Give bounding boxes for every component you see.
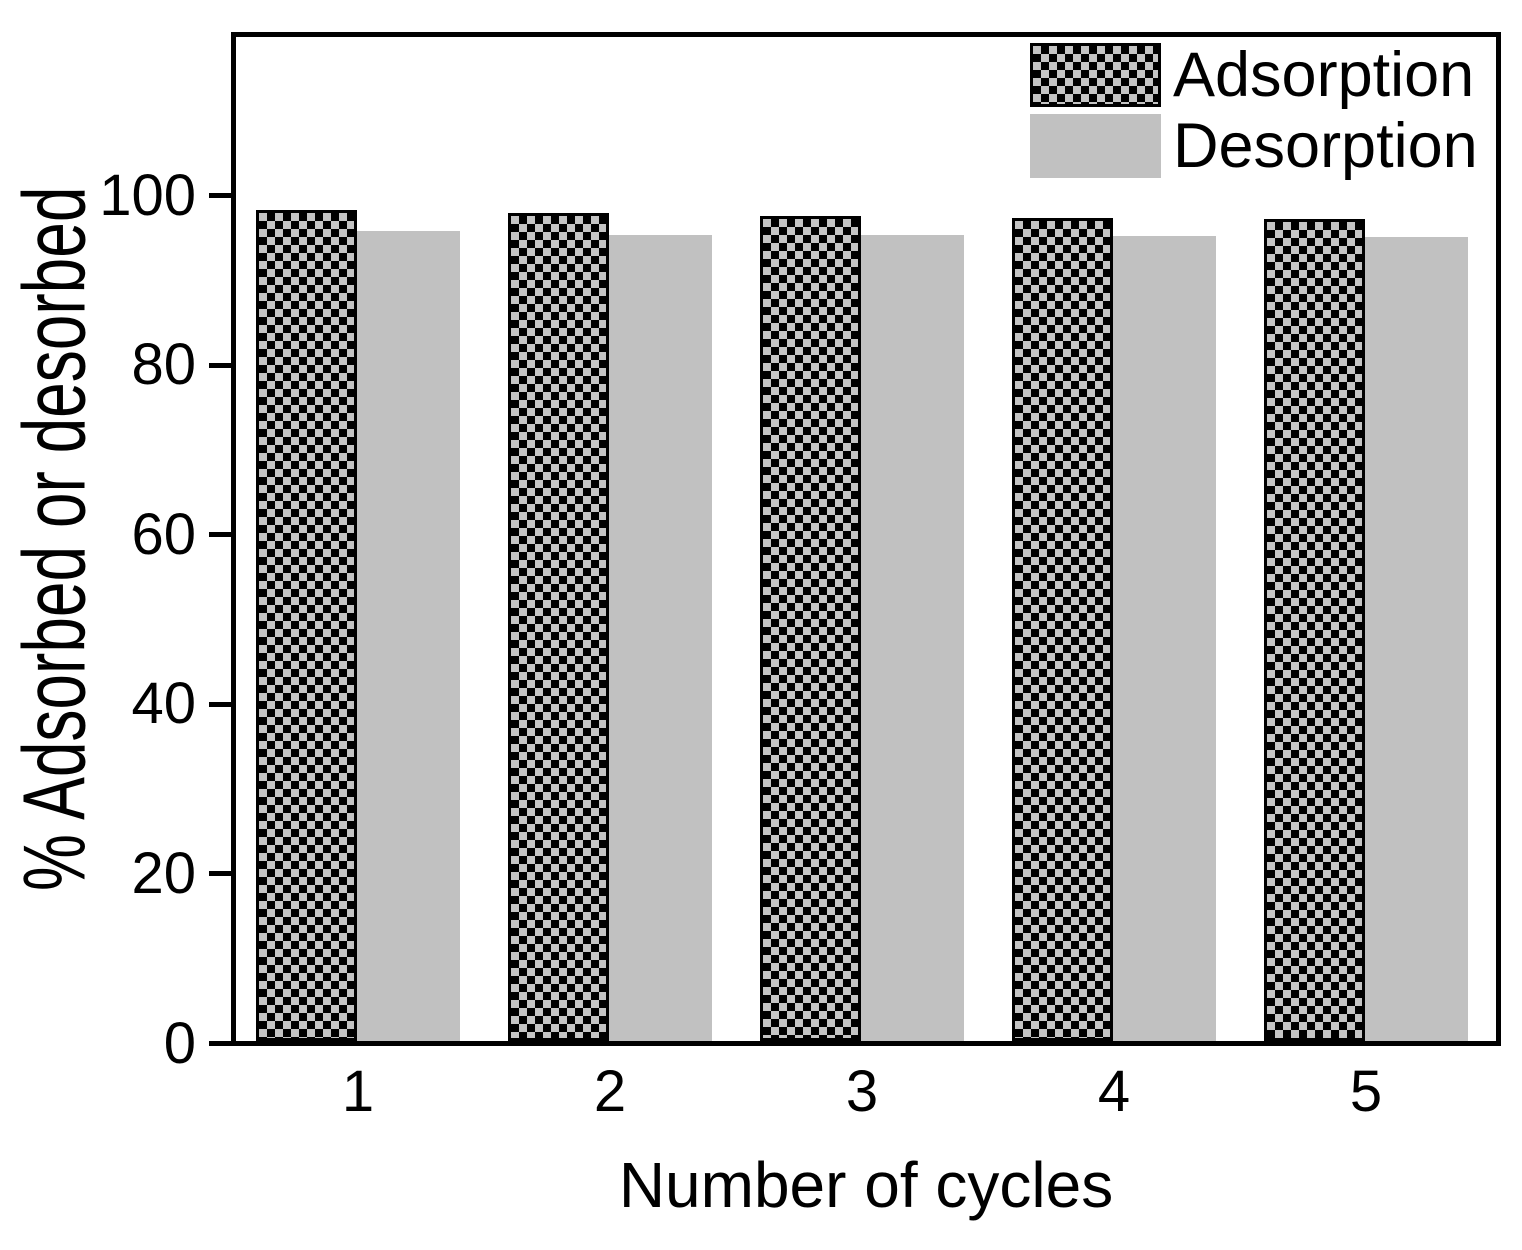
desorption-bar-cycle-4	[1113, 236, 1216, 1041]
legend-row-desorption: Desorption	[1030, 114, 1478, 178]
x-axis-title: Number of cycles	[618, 1149, 1114, 1221]
plot-area	[231, 32, 1501, 1046]
y-tick-100	[209, 193, 232, 198]
legend-swatch-desorption	[1030, 114, 1161, 178]
y-tick-label-0: 0	[163, 1011, 196, 1076]
bar-group-cycle-3	[740, 37, 992, 1041]
x-tick-label-3: 3	[845, 1059, 879, 1124]
adsorption-bar-cycle-5	[1264, 219, 1365, 1041]
y-tick-label-20: 20	[131, 841, 196, 906]
x-tick-label-1: 1	[341, 1059, 375, 1124]
adsorption-bar-cycle-1	[256, 210, 357, 1041]
x-tick-label-4: 4	[1097, 1059, 1131, 1124]
bar-group-cycle-4	[992, 37, 1244, 1041]
y-tick-80	[209, 363, 232, 368]
y-tick-0	[209, 1041, 232, 1046]
legend-label-desorption: Desorption	[1173, 111, 1478, 181]
desorption-bar-cycle-2	[609, 235, 712, 1041]
adsorption-bar-cycle-2	[508, 213, 609, 1041]
legend-swatch-adsorption	[1030, 43, 1161, 107]
y-tick-label-40: 40	[131, 671, 196, 736]
y-tick-label-60: 60	[131, 502, 196, 567]
y-tick-40	[209, 702, 232, 707]
y-tick-20	[209, 871, 232, 876]
legend: Adsorption Desorption	[1030, 43, 1478, 185]
bar-group-cycle-1	[236, 37, 488, 1041]
y-tick-label-100: 100	[99, 163, 196, 228]
x-tick-label-5: 5	[1349, 1059, 1383, 1124]
y-tick-label-80: 80	[131, 332, 196, 397]
adsorption-bar-cycle-3	[760, 216, 861, 1041]
desorption-bar-cycle-5	[1365, 237, 1468, 1041]
desorption-bar-cycle-3	[861, 235, 964, 1041]
legend-row-adsorption: Adsorption	[1030, 43, 1478, 107]
y-tick-60	[209, 532, 232, 537]
adsorption-bar-cycle-4	[1012, 218, 1113, 1041]
bar-group-cycle-2	[488, 37, 740, 1041]
x-tick-label-2: 2	[593, 1059, 627, 1124]
desorption-bar-cycle-1	[357, 231, 460, 1041]
bar-group-cycle-5	[1244, 37, 1496, 1041]
legend-label-adsorption: Adsorption	[1173, 40, 1475, 110]
